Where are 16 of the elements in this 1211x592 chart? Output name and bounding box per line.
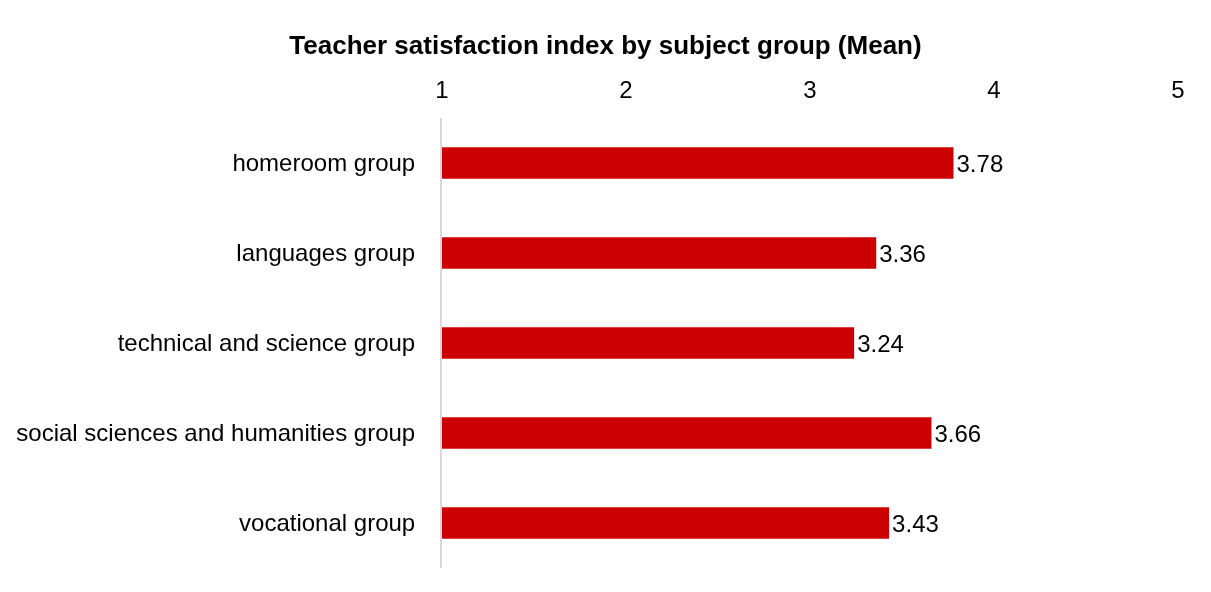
data-label: 3.36 xyxy=(879,239,926,267)
data-label: 3.43 xyxy=(892,509,939,537)
x-tick-label: 1 xyxy=(435,76,449,104)
x-tick-label: 2 xyxy=(619,76,633,104)
y-tick-label: vocational group xyxy=(239,509,416,537)
y-tick-label: languages group xyxy=(236,239,416,267)
chart-title: Teacher satisfaction index by subject group (Mean) xyxy=(289,30,922,61)
x-tick-label: 3 xyxy=(803,76,817,104)
y-tick-label: social sciences and humanities group xyxy=(16,419,416,447)
data-label: 3.78 xyxy=(956,149,1004,177)
x-tick-label: 4 xyxy=(987,76,1001,104)
y-tick-label: technical and science group xyxy=(117,329,416,357)
x-tick-label: 5 xyxy=(1171,76,1185,104)
data-label: 3.24 xyxy=(857,329,904,357)
y-tick-label: homeroom group xyxy=(232,149,416,177)
data-label: 3.66 xyxy=(934,419,982,447)
